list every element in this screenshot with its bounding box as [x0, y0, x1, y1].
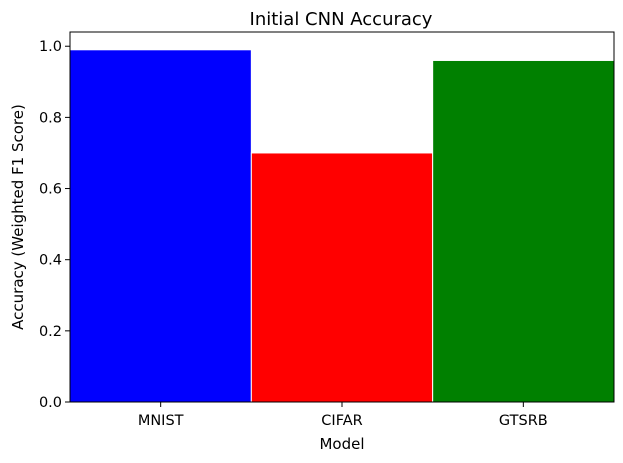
x-tick-label: GTSRB: [499, 413, 548, 429]
x-tick-label: MNIST: [138, 413, 184, 429]
y-tick-label: 0.8: [39, 110, 62, 126]
y-axis-label: Accuracy (Weighted F1 Score): [9, 104, 27, 330]
y-tick-label: 0.4: [39, 253, 62, 269]
bar-gtsrb: [432, 59, 615, 403]
chart-title: Initial CNN Accuracy: [250, 9, 433, 30]
bar-cifar: [250, 152, 434, 403]
bar-mnist: [69, 49, 252, 403]
y-tick-label: 1.0: [39, 39, 62, 55]
y-tick-label: 0.6: [39, 182, 62, 198]
y-axis-ticks: 0.0 0.2 0.4 0.6 0.8 1.0: [39, 39, 70, 411]
bars-group: [69, 49, 615, 403]
x-axis-ticks: MNIST CIFAR GTSRB: [138, 402, 548, 429]
x-axis-label: Model: [319, 435, 364, 453]
y-tick-label: 0.2: [39, 324, 62, 340]
x-tick-label: CIFAR: [321, 413, 362, 429]
y-tick-label: 0.0: [39, 395, 62, 411]
